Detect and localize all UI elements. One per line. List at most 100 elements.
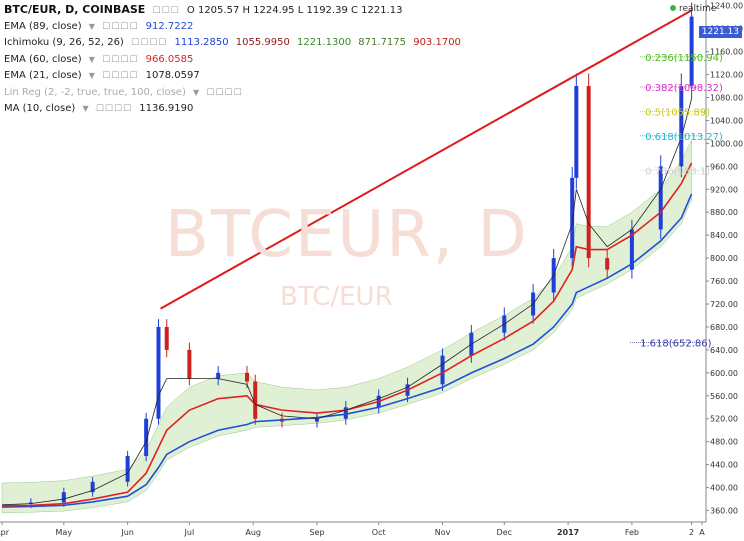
- legend-row-ema89[interactable]: EMA (89, close) ▼ ☐☐☐☐ 912.7222: [4, 19, 465, 36]
- header-controls[interactable]: ☐☐☐: [152, 6, 180, 16]
- fibonacci-label: 1.618(652.86): [640, 339, 712, 350]
- ichimoku-value-5: 903.1700: [413, 37, 461, 48]
- ohlc-readout: O 1205.57 H 1224.95 L 1192.39 C 1221.13: [186, 5, 403, 16]
- candle-body: [253, 381, 258, 419]
- candle-body: [144, 418, 149, 457]
- indicator-controls[interactable]: ☐☐☐☐: [131, 38, 168, 48]
- chevron-down-icon[interactable]: ▼: [82, 104, 89, 113]
- x-tick-label: Sep: [309, 528, 324, 537]
- series-line: [2, 162, 693, 507]
- ema89-value: 912.7222: [145, 20, 194, 32]
- x-tick-label: Aug: [245, 528, 261, 537]
- candle-body: [689, 16, 694, 87]
- y-tick-label: 1080.00: [710, 94, 743, 103]
- indicator-controls[interactable]: ☐☐☐☐: [95, 104, 133, 114]
- watermark-pair: BTC/EUR: [280, 282, 393, 312]
- ichimoku-value-2: 1055.9950: [235, 37, 290, 48]
- series-line: [2, 193, 693, 508]
- candle-body: [440, 355, 445, 385]
- y-tick-label: 1160.00: [710, 48, 743, 57]
- x-tick-label: A: [699, 528, 705, 537]
- candle-body: [629, 229, 634, 270]
- chevron-down-icon[interactable]: ▼: [88, 21, 95, 31]
- legend-row-linreg[interactable]: Lin Reg (2, -2, true, true, 100, close) …: [4, 85, 465, 102]
- y-tick-label: 400.00: [710, 484, 738, 493]
- symbol-title[interactable]: BTC/EUR, D, COINBASE: [4, 3, 146, 16]
- indicator-controls[interactable]: ☐☐☐☐: [102, 71, 139, 81]
- indicator-legend: BTC/EUR, D, COINBASE ☐☐☐ O 1205.57 H 122…: [4, 2, 465, 118]
- fibonacci-label: 0.236(1150.94): [645, 53, 723, 64]
- candle-body: [125, 456, 130, 482]
- candle-body: [586, 86, 591, 259]
- x-tick-label: Jul: [184, 528, 195, 537]
- y-tick-label: 440.00: [710, 461, 738, 470]
- ichimoku-label: Ichimoku (9, 26, 52, 26): [4, 37, 124, 48]
- x-tick-label: Feb: [625, 528, 639, 537]
- y-tick-label: 960.00: [710, 162, 738, 171]
- candle-body: [28, 502, 33, 504]
- realtime-dot-icon: [670, 5, 676, 11]
- ema60-value: 966.0585: [145, 53, 194, 65]
- x-tick-label: 2017: [557, 528, 579, 537]
- y-tick-label: 360.00: [710, 507, 738, 516]
- y-tick-label: 880.00: [710, 208, 738, 217]
- indicator-controls[interactable]: ☐☐☐☐: [102, 54, 139, 65]
- fibonacci-label: 0.786(953.1): [645, 166, 710, 177]
- last-price-tag: 1221.13: [698, 26, 742, 38]
- ema21-label: EMA (21, close): [4, 70, 82, 81]
- ma10-label: MA (10, close): [4, 103, 76, 114]
- chevron-down-icon[interactable]: ▼: [88, 54, 95, 64]
- x-tick-label: Oct: [372, 528, 386, 537]
- y-tick-label: 1000.00: [710, 139, 743, 148]
- chevron-down-icon[interactable]: ▼: [193, 87, 200, 97]
- ema89-label: EMA (89, close): [4, 20, 82, 32]
- x-tick-label: Dec: [497, 528, 512, 537]
- realtime-indicator: realtime: [670, 4, 716, 14]
- trendline: [160, 9, 693, 310]
- legend-row-ichimoku[interactable]: Ichimoku (9, 26, 52, 26) ☐☐☐☐ 1113.2850 …: [4, 35, 465, 52]
- candle-body: [570, 177, 575, 259]
- x-tick-label: 2: [689, 528, 694, 537]
- y-tick-label: 1120.00: [710, 71, 743, 80]
- legend-row-ma10[interactable]: MA (10, close) ▼ ☐☐☐☐ 1136.9190: [4, 101, 465, 118]
- legend-row-ema60[interactable]: EMA (60, close) ▼ ☐☐☐☐ 966.0585: [4, 52, 465, 69]
- candle-body: [61, 492, 66, 503]
- linreg-label: Lin Reg (2, -2, true, true, 100, close): [4, 86, 186, 98]
- candle-body: [343, 407, 348, 419]
- ma10-value: 1136.9190: [139, 103, 194, 114]
- y-tick-label: 920.00: [710, 185, 738, 194]
- ichimoku-value-1: 1113.2850: [174, 37, 229, 48]
- candle-body: [658, 166, 663, 230]
- series-line: [2, 98, 692, 506]
- y-tick-label: 760.00: [710, 277, 738, 286]
- fibonacci-label: 0.618(1013.27): [645, 132, 723, 143]
- indicator-controls[interactable]: ☐☐☐☐: [102, 21, 139, 32]
- watermark-symbol: BTCEUR, D: [165, 198, 529, 272]
- candle-body: [216, 372, 221, 379]
- x-tick-label: Nov: [435, 528, 451, 537]
- realtime-label: realtime: [679, 4, 717, 14]
- y-tick-label: 640.00: [710, 346, 738, 355]
- candle-body: [605, 258, 610, 270]
- fibonacci-label: 0.5(1055.89): [645, 107, 710, 118]
- candle-body: [679, 86, 684, 167]
- legend-row-ema21[interactable]: EMA (21, close) ▼ ☐☐☐☐ 1078.0597: [4, 68, 465, 85]
- candle-body: [244, 372, 249, 382]
- y-tick-label: 720.00: [710, 300, 738, 309]
- ema21-value: 1078.0597: [145, 70, 200, 81]
- y-tick-label: 600.00: [710, 369, 738, 378]
- y-tick-label: 1240.00: [710, 2, 743, 11]
- x-tick-label: Apr: [0, 528, 10, 537]
- indicator-controls[interactable]: ☐☐☐☐: [206, 87, 243, 98]
- x-tick-label: May: [56, 528, 73, 537]
- ichimoku-value-4: 871.7175: [358, 37, 407, 48]
- y-tick-label: 520.00: [710, 415, 738, 424]
- ichimoku-value-3: 1221.1300: [297, 37, 352, 48]
- y-tick-label: 680.00: [710, 323, 738, 332]
- chevron-down-icon[interactable]: ▼: [88, 71, 95, 80]
- candle-body: [156, 326, 161, 419]
- candle-body: [90, 481, 95, 493]
- legend-header: BTC/EUR, D, COINBASE ☐☐☐ O 1205.57 H 122…: [4, 2, 465, 19]
- y-tick-label: 840.00: [710, 231, 738, 240]
